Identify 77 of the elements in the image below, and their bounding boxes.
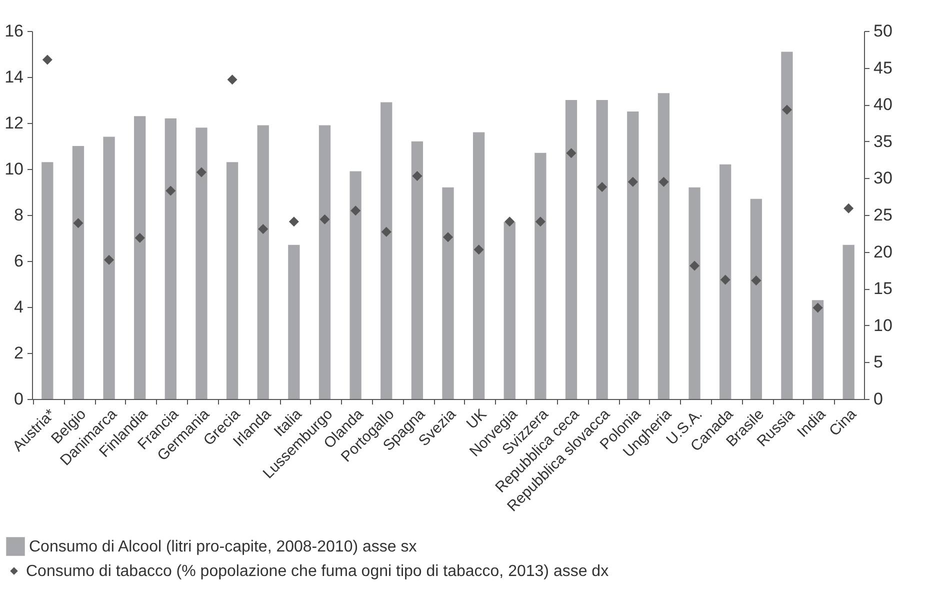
point	[690, 260, 700, 271]
bar	[164, 118, 176, 399]
point	[320, 214, 330, 224]
bar	[534, 152, 546, 399]
bar	[658, 93, 670, 399]
bar	[257, 125, 269, 399]
y-tick-label: 4	[14, 298, 24, 316]
point	[134, 232, 145, 243]
point	[658, 176, 669, 187]
point	[350, 206, 361, 216]
y2-tick-label: 0	[874, 390, 883, 408]
bar	[750, 198, 762, 399]
bar	[504, 222, 516, 399]
bar	[226, 162, 238, 399]
bar	[380, 102, 392, 399]
y-tick-label: 12	[4, 114, 24, 132]
bar	[688, 187, 700, 399]
bar	[627, 112, 639, 399]
point	[720, 274, 730, 285]
point	[104, 254, 114, 265]
y2-tick-label: 15	[874, 279, 892, 298]
point	[782, 104, 792, 115]
y2-tick-label: 50	[874, 22, 892, 40]
bar	[318, 125, 331, 399]
point	[566, 148, 576, 158]
y2-tick-label: 20	[874, 242, 892, 262]
bar	[720, 164, 732, 399]
y2-tick-label: 5	[874, 352, 883, 372]
point	[288, 216, 299, 227]
bar	[472, 132, 485, 399]
bar	[350, 171, 362, 399]
point	[597, 182, 608, 192]
y-tick-label: 6	[14, 252, 24, 270]
bar	[812, 300, 824, 399]
point	[227, 74, 238, 85]
bar	[103, 136, 115, 399]
point	[812, 302, 823, 313]
y-tick-label: 16	[4, 22, 24, 40]
point	[73, 218, 84, 228]
bar	[781, 52, 793, 399]
y-tick-label: 10	[4, 160, 24, 178]
bar	[442, 187, 454, 399]
y-tick-label: 0	[14, 390, 24, 408]
bar	[288, 244, 300, 399]
point	[844, 203, 854, 214]
point	[42, 54, 52, 65]
y2-tick-label: 45	[874, 58, 892, 78]
point	[381, 226, 392, 237]
y-tick-label: 2	[14, 344, 24, 362]
bar	[596, 100, 608, 399]
legend-label: Consumo di tabacco (% popolazione che fuma ogni tipo di tabacco, 2013) asse dx	[26, 563, 609, 580]
point	[628, 176, 638, 187]
bar	[134, 116, 146, 399]
point	[474, 244, 484, 255]
point	[504, 216, 515, 227]
bar	[565, 100, 578, 399]
y-tick-label: 8	[14, 206, 24, 224]
legend-label: Consumo di Alcool (litri pro-capite, 2008-2010) asse sx	[29, 538, 417, 556]
y2-tick-label: 40	[874, 95, 892, 114]
x-tick-label: Cina	[826, 405, 860, 440]
point	[412, 170, 422, 181]
point	[535, 216, 546, 227]
bar	[411, 141, 424, 399]
y2-tick-label: 25	[874, 206, 892, 224]
point	[751, 276, 762, 286]
bar	[196, 128, 208, 399]
bar	[72, 146, 84, 399]
y-tick-label: 14	[4, 68, 24, 86]
bar	[842, 244, 854, 399]
y2-tick-label: 35	[874, 132, 892, 151]
point	[196, 167, 206, 178]
y2-tick-label: 30	[874, 168, 892, 188]
point	[166, 186, 176, 196]
point	[258, 224, 268, 234]
bar	[42, 162, 54, 399]
point	[443, 232, 453, 242]
y2-tick-label: 10	[874, 316, 892, 335]
